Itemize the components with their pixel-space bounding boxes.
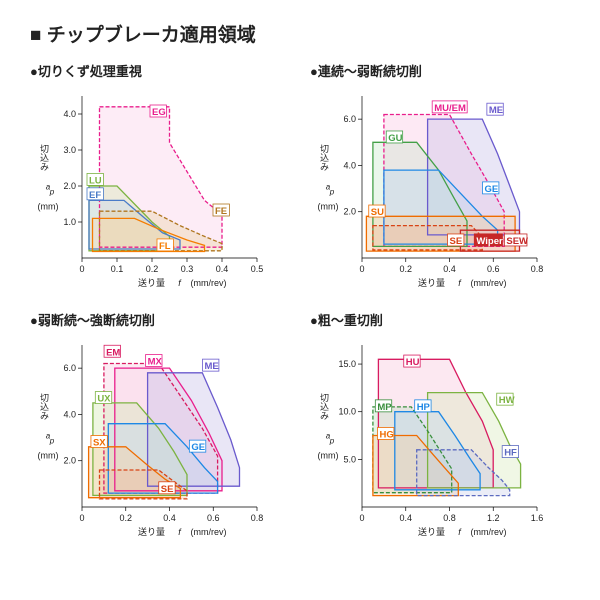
chart-grid: ●切りくず処理重視 1.0 2.0 3.0 4.0 0 0.1 0.2 0.3 0.4 0.5 切込… <box>30 61 570 553</box>
panel-p2: ●連続～弱断続切削 2.04.06.000.20.40.60.8切込みap(mm… <box>310 61 570 304</box>
svg-text:1.2: 1.2 <box>487 513 500 523</box>
svg-text:切込み: 切込み <box>39 144 49 171</box>
svg-text:HP: HP <box>417 402 431 413</box>
main-title: ■ チップブレーカ適用領域 <box>30 20 570 47</box>
svg-text:MX: MX <box>148 357 163 368</box>
svg-text:10.0: 10.0 <box>338 407 356 417</box>
svg-text:0.2: 0.2 <box>119 513 132 523</box>
svg-text:(mm/rev): (mm/rev) <box>471 278 507 288</box>
svg-text:MU/EM: MU/EM <box>434 103 466 114</box>
svg-text:2.0: 2.0 <box>343 207 356 217</box>
svg-text:0.2: 0.2 <box>146 264 159 274</box>
svg-text:EM: EM <box>106 347 120 358</box>
svg-text:Wiper: Wiper <box>476 236 503 247</box>
svg-text:UX: UX <box>97 394 111 405</box>
svg-text:p: p <box>49 188 55 197</box>
svg-text:4.0: 4.0 <box>63 409 76 419</box>
svg-text:FE: FE <box>215 206 227 217</box>
svg-text:p: p <box>329 437 335 446</box>
svg-text:0.6: 0.6 <box>487 264 500 274</box>
svg-text:5.0: 5.0 <box>343 454 356 464</box>
svg-text:0: 0 <box>359 513 364 523</box>
svg-text:(mm): (mm) <box>38 202 59 212</box>
svg-text:LU: LU <box>89 175 102 186</box>
svg-text:(mm): (mm) <box>38 451 59 461</box>
panel-title: ●切りくず処理重視 <box>30 61 290 80</box>
svg-text:SU: SU <box>371 207 384 218</box>
chart-svg: 5.010.015.000.40.81.21.6切込みap(mm)送り量f(mm… <box>310 333 560 553</box>
svg-text:1.6: 1.6 <box>531 513 544 523</box>
panel-p1: ●切りくず処理重視 1.0 2.0 3.0 4.0 0 0.1 0.2 0.3 0.4 0.5 切込… <box>30 61 290 304</box>
svg-text:p: p <box>49 437 55 446</box>
svg-text:(mm): (mm) <box>318 451 339 461</box>
svg-text:4.0: 4.0 <box>63 109 76 119</box>
svg-text:0.8: 0.8 <box>443 513 456 523</box>
svg-text:切込み: 切込み <box>319 144 329 171</box>
svg-text:0.6: 0.6 <box>207 513 220 523</box>
svg-text:SX: SX <box>93 438 106 449</box>
svg-text:0: 0 <box>79 264 84 274</box>
svg-text:SEW: SEW <box>506 236 528 247</box>
svg-text:2.0: 2.0 <box>63 456 76 466</box>
chart-svg: 2.04.06.000.20.40.60.8切込みap(mm)送り量f(mm/r… <box>310 84 560 304</box>
svg-text:15.0: 15.0 <box>338 359 356 369</box>
svg-text:0.4: 0.4 <box>399 513 412 523</box>
svg-text:1.0: 1.0 <box>63 217 76 227</box>
svg-text:SE: SE <box>450 236 463 247</box>
svg-text:0.8: 0.8 <box>251 513 264 523</box>
svg-text:GE: GE <box>191 442 205 453</box>
panel-p3: ●弱断続～強断続切削 2.04.06.000.20.40.60.8切込みap(m… <box>30 310 290 553</box>
svg-text:送り量: 送り量 <box>418 526 445 537</box>
svg-text:0: 0 <box>79 513 84 523</box>
chart-svg: 2.04.06.000.20.40.60.8切込みap(mm)送り量f(mm/r… <box>30 333 280 553</box>
svg-text:0.5: 0.5 <box>251 264 264 274</box>
svg-text:0.1: 0.1 <box>111 264 124 274</box>
svg-text:f: f <box>178 527 182 537</box>
svg-text:送り量: 送り量 <box>418 277 445 288</box>
svg-text:0.2: 0.2 <box>399 264 412 274</box>
svg-text:ME: ME <box>205 361 219 372</box>
svg-text:4.0: 4.0 <box>343 160 356 170</box>
svg-text:送り量: 送り量 <box>138 526 165 537</box>
panel-title: ●弱断続～強断続切削 <box>30 310 290 329</box>
svg-text:0.4: 0.4 <box>163 513 176 523</box>
svg-text:0: 0 <box>359 264 364 274</box>
svg-text:3.0: 3.0 <box>63 145 76 155</box>
chart-svg: 1.02.03.04.000.10.20.30.40.5切込みap(mm)送り量… <box>30 84 280 304</box>
svg-text:ME: ME <box>489 105 503 116</box>
svg-text:HW: HW <box>499 395 515 406</box>
svg-text:切込み: 切込み <box>39 393 49 420</box>
svg-text:GU: GU <box>388 133 402 144</box>
svg-text:(mm/rev): (mm/rev) <box>471 527 507 537</box>
svg-text:6.0: 6.0 <box>343 114 356 124</box>
svg-text:2.0: 2.0 <box>63 181 76 191</box>
panel-title: ●粗～重切削 <box>310 310 570 329</box>
svg-text:SE: SE <box>161 484 174 495</box>
svg-text:切込み: 切込み <box>319 393 329 420</box>
svg-text:(mm): (mm) <box>318 202 339 212</box>
panel-title: ●連続～弱断続切削 <box>310 61 570 80</box>
svg-text:HF: HF <box>504 448 517 459</box>
svg-text:MP: MP <box>377 402 392 413</box>
panel-p4: ●粗～重切削 5.010.015.000.40.81.21.6切込みap(mm)… <box>310 310 570 553</box>
svg-text:FL: FL <box>159 241 171 252</box>
svg-text:0.4: 0.4 <box>443 264 456 274</box>
svg-text:EF: EF <box>89 190 101 201</box>
svg-text:f: f <box>178 278 182 288</box>
svg-text:0.8: 0.8 <box>531 264 544 274</box>
svg-text:0.3: 0.3 <box>181 264 194 274</box>
svg-text:6.0: 6.0 <box>63 363 76 373</box>
svg-text:p: p <box>329 188 335 197</box>
svg-text:(mm/rev): (mm/rev) <box>191 527 227 537</box>
svg-text:HU: HU <box>406 357 420 368</box>
svg-text:f: f <box>458 278 462 288</box>
svg-text:HG: HG <box>380 429 394 440</box>
svg-text:0.4: 0.4 <box>216 264 229 274</box>
svg-text:f: f <box>458 527 462 537</box>
svg-text:送り量: 送り量 <box>138 277 165 288</box>
svg-text:GE: GE <box>485 184 499 195</box>
svg-text:EG: EG <box>152 107 166 118</box>
svg-text:(mm/rev): (mm/rev) <box>191 278 227 288</box>
